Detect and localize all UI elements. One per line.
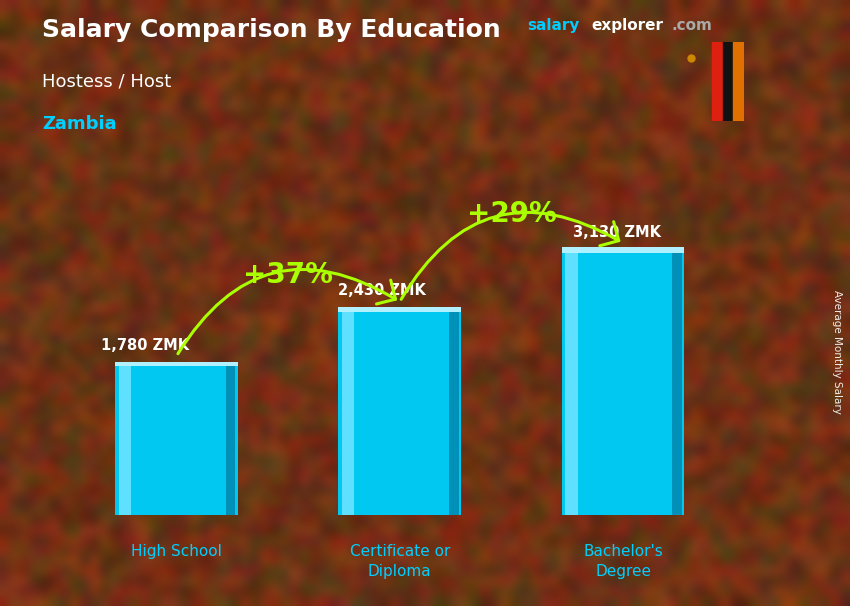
Bar [562, 253, 684, 515]
Text: Zambia: Zambia [42, 115, 117, 133]
Text: Hostess / Host: Hostess / Host [42, 73, 172, 91]
Text: 2,430 ZMK: 2,430 ZMK [338, 284, 426, 298]
Text: High School: High School [131, 544, 222, 559]
Text: salary: salary [527, 18, 580, 33]
Bar [672, 253, 682, 515]
Text: Salary Comparison By Education: Salary Comparison By Education [42, 18, 501, 42]
Text: 1,780 ZMK: 1,780 ZMK [100, 338, 189, 353]
Bar [712, 42, 722, 121]
Bar [225, 366, 235, 515]
Text: Bachelor's
Degree: Bachelor's Degree [583, 544, 663, 579]
Bar [115, 362, 238, 366]
Bar [338, 307, 462, 311]
FancyArrowPatch shape [401, 212, 619, 299]
Text: +29%: +29% [467, 200, 556, 228]
Bar [733, 42, 744, 121]
Bar [342, 311, 354, 515]
Bar [565, 253, 578, 515]
Text: Average Monthly Salary: Average Monthly Salary [832, 290, 842, 413]
Bar [119, 366, 131, 515]
Bar [722, 42, 733, 121]
Text: +37%: +37% [243, 261, 333, 288]
Text: .com: .com [672, 18, 712, 33]
Text: explorer: explorer [592, 18, 664, 33]
FancyArrowPatch shape [178, 269, 395, 354]
Bar [115, 366, 238, 515]
Bar [338, 311, 462, 515]
Text: Certificate or
Diploma: Certificate or Diploma [349, 544, 450, 579]
Bar [562, 247, 684, 253]
Text: 3,130 ZMK: 3,130 ZMK [573, 225, 660, 240]
Bar [449, 311, 459, 515]
